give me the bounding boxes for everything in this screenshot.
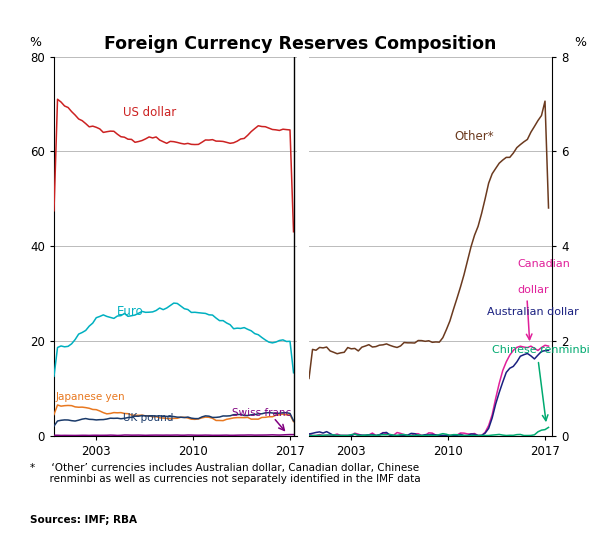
Text: Foreign Currency Reserves Composition: Foreign Currency Reserves Composition (104, 35, 496, 53)
Text: US dollar: US dollar (124, 106, 176, 119)
Text: dollar: dollar (517, 286, 549, 295)
Text: Other*: Other* (455, 130, 494, 143)
Text: Japanese yen: Japanese yen (55, 392, 125, 402)
Text: *     ‘Other’ currencies includes Australian dollar, Canadian dollar, Chinese
  : * ‘Other’ currencies includes Australian… (30, 463, 421, 484)
Text: Swiss franc: Swiss franc (232, 407, 291, 418)
Text: Chinese renminbi: Chinese renminbi (492, 345, 590, 355)
Text: UK pound: UK pound (124, 413, 174, 423)
Text: %: % (30, 36, 42, 49)
Text: Euro: Euro (116, 305, 143, 318)
Text: Sources: IMF; RBA: Sources: IMF; RBA (30, 515, 137, 525)
Text: %: % (574, 36, 586, 49)
Text: Australian dollar: Australian dollar (487, 307, 578, 317)
Text: Canadian: Canadian (517, 260, 570, 269)
